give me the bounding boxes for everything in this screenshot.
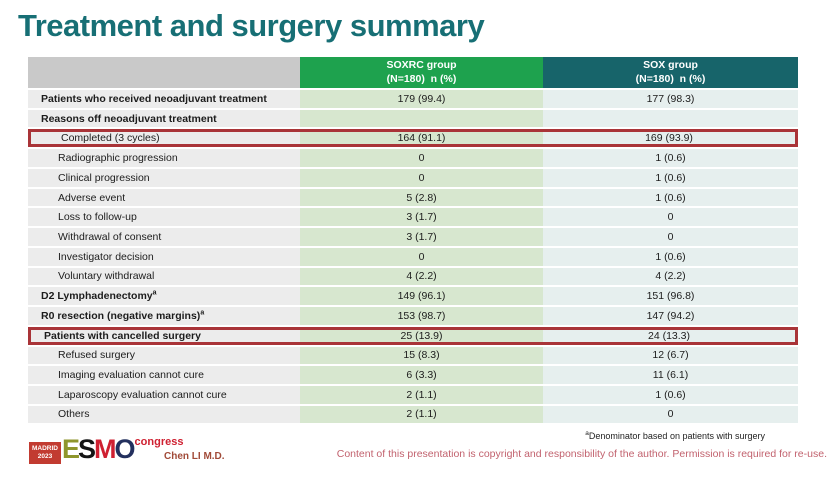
- row-value-sox: 0: [543, 208, 798, 227]
- table-row: Radiographic progression 0 1 (0.6): [28, 149, 798, 168]
- row-value-sox: 1 (0.6): [543, 188, 798, 207]
- table-row: Voluntary withdrawal 4 (2.2) 4 (2.2): [28, 267, 798, 286]
- header-sox-title: SOX group: [643, 58, 698, 71]
- table-row: Clinical progression 0 1 (0.6): [28, 169, 798, 187]
- row-label: Laparoscopy evaluation cannot cure: [28, 385, 300, 404]
- table-header: SOXRC group (N=180) n (%) SOX group (N=1…: [28, 57, 798, 88]
- table-row: Laparoscopy evaluation cannot cure 2 (1.…: [28, 385, 798, 404]
- row-label: Imaging evaluation cannot cure: [28, 366, 300, 384]
- summary-table: SOXRC group (N=180) n (%) SOX group (N=1…: [28, 55, 798, 425]
- row-value-sox: 11 (6.1): [543, 366, 798, 384]
- row-value-sox: 0: [543, 405, 798, 424]
- row-label: Patients who received neoadjuvant treatm…: [28, 90, 300, 108]
- header-sox-group: SOX group (N=180) n (%): [543, 57, 798, 88]
- row-label: Loss to follow-up: [28, 208, 300, 227]
- row-label: R0 resection (negative margins)a: [28, 306, 300, 325]
- row-value-sox: 1 (0.6): [543, 385, 798, 404]
- row-value-soxrc: 3 (1.7): [300, 208, 543, 227]
- row-value-soxrc: 0: [300, 247, 543, 266]
- footnote: aDenominator based on patients with surg…: [585, 430, 765, 441]
- congress-label: congress: [134, 436, 184, 448]
- page-title: Treatment and surgery summary: [18, 8, 485, 43]
- row-value-soxrc: 0: [300, 169, 543, 187]
- row-value-soxrc: 25 (13.9): [300, 326, 543, 345]
- esmo-letter-m: M: [94, 434, 116, 464]
- footnote-superscript: a: [585, 430, 589, 437]
- row-label: Completed (3 cycles): [28, 129, 300, 148]
- table-row: Others 2 (1.1) 0: [28, 405, 798, 424]
- row-value-soxrc: 153 (98.7): [300, 306, 543, 325]
- table-row: Patients with cancelled surgery 25 (13.9…: [28, 326, 798, 345]
- row-label: Adverse event: [28, 188, 300, 207]
- footnote-text: Denominator based on patients with surge…: [588, 431, 765, 441]
- row-value-soxrc: 6 (3.3): [300, 366, 543, 384]
- table-row: Completed (3 cycles) 164 (91.1) 169 (93.…: [28, 129, 798, 148]
- row-label: Voluntary withdrawal: [28, 267, 300, 286]
- table-body: Patients who received neoadjuvant treatm…: [28, 90, 798, 424]
- esmo-letter-o: O: [114, 434, 136, 464]
- author-name: Chen LI M.D.: [164, 451, 225, 462]
- table-row: Patients who received neoadjuvant treatm…: [28, 90, 798, 108]
- table-row: Adverse event 5 (2.8) 1 (0.6): [28, 188, 798, 207]
- badge-year: 2023: [37, 452, 53, 460]
- row-value-soxrc: 4 (2.2): [300, 267, 543, 286]
- row-value-sox: 24 (13.3): [543, 326, 798, 345]
- header-soxrc-title: SOXRC group: [386, 58, 457, 71]
- row-value-sox: 1 (0.6): [543, 247, 798, 266]
- badge-city: MADRID: [32, 445, 58, 452]
- table-header-row: SOXRC group (N=180) n (%) SOX group (N=1…: [28, 57, 798, 88]
- row-value-soxrc: 149 (96.1): [300, 287, 543, 305]
- copyright-notice: Content of this presentation is copyrigh…: [336, 448, 827, 460]
- esmo-wordmark: ESMO: [62, 434, 136, 464]
- header-soxrc-group: SOXRC group (N=180) n (%): [300, 57, 543, 88]
- madrid-2023-badge: MADRID 2023: [29, 442, 61, 464]
- row-value-soxrc: 0: [300, 149, 543, 168]
- row-value-soxrc: 15 (8.3): [300, 346, 543, 365]
- row-value-soxrc: 3 (1.7): [300, 228, 543, 246]
- table-row: Reasons off neoadjuvant treatment: [28, 109, 798, 128]
- row-label: Reasons off neoadjuvant treatment: [28, 109, 300, 128]
- table-row: Loss to follow-up 3 (1.7) 0: [28, 208, 798, 227]
- esmo-letter-s: S: [78, 434, 96, 464]
- row-value-sox: 177 (98.3): [543, 90, 798, 108]
- header-soxrc-subtitle: (N=180) n (%): [386, 72, 457, 85]
- row-value-sox: 0: [543, 228, 798, 246]
- esmo-congress-logo: MADRID 2023 ESMO congress: [29, 434, 184, 464]
- table-row: R0 resection (negative margins)a 153 (98…: [28, 306, 798, 325]
- row-label: Patients with cancelled surgery: [28, 326, 300, 345]
- header-empty-cell: [28, 57, 300, 88]
- table-row: Withdrawal of consent 3 (1.7) 0: [28, 228, 798, 246]
- row-label: D2 Lymphadenectomya: [28, 287, 300, 305]
- row-label: Withdrawal of consent: [28, 228, 300, 246]
- row-label: Others: [28, 405, 300, 424]
- esmo-letter-e: E: [62, 434, 80, 464]
- row-value-soxrc: 2 (1.1): [300, 385, 543, 404]
- row-value-sox: 1 (0.6): [543, 169, 798, 187]
- table-row: Investigator decision 0 1 (0.6): [28, 247, 798, 266]
- table-row: Refused surgery 15 (8.3) 12 (6.7): [28, 346, 798, 365]
- row-value-sox: 1 (0.6): [543, 149, 798, 168]
- table-row: Imaging evaluation cannot cure 6 (3.3) 1…: [28, 366, 798, 384]
- row-value-sox: 12 (6.7): [543, 346, 798, 365]
- row-value-soxrc: [300, 109, 543, 128]
- row-value-soxrc: 5 (2.8): [300, 188, 543, 207]
- row-value-sox: 4 (2.2): [543, 267, 798, 286]
- row-value-soxrc: 164 (91.1): [300, 129, 543, 148]
- row-label: Clinical progression: [28, 169, 300, 187]
- row-value-sox: [543, 109, 798, 128]
- table-row: D2 Lymphadenectomya 149 (96.1) 151 (96.8…: [28, 287, 798, 305]
- row-value-sox: 169 (93.9): [543, 129, 798, 148]
- header-sox-subtitle: (N=180) n (%): [635, 72, 706, 85]
- row-label: Investigator decision: [28, 247, 300, 266]
- row-value-soxrc: 179 (99.4): [300, 90, 543, 108]
- row-value-sox: 151 (96.8): [543, 287, 798, 305]
- row-value-soxrc: 2 (1.1): [300, 405, 543, 424]
- row-label: Radiographic progression: [28, 149, 300, 168]
- row-value-sox: 147 (94.2): [543, 306, 798, 325]
- row-label: Refused surgery: [28, 346, 300, 365]
